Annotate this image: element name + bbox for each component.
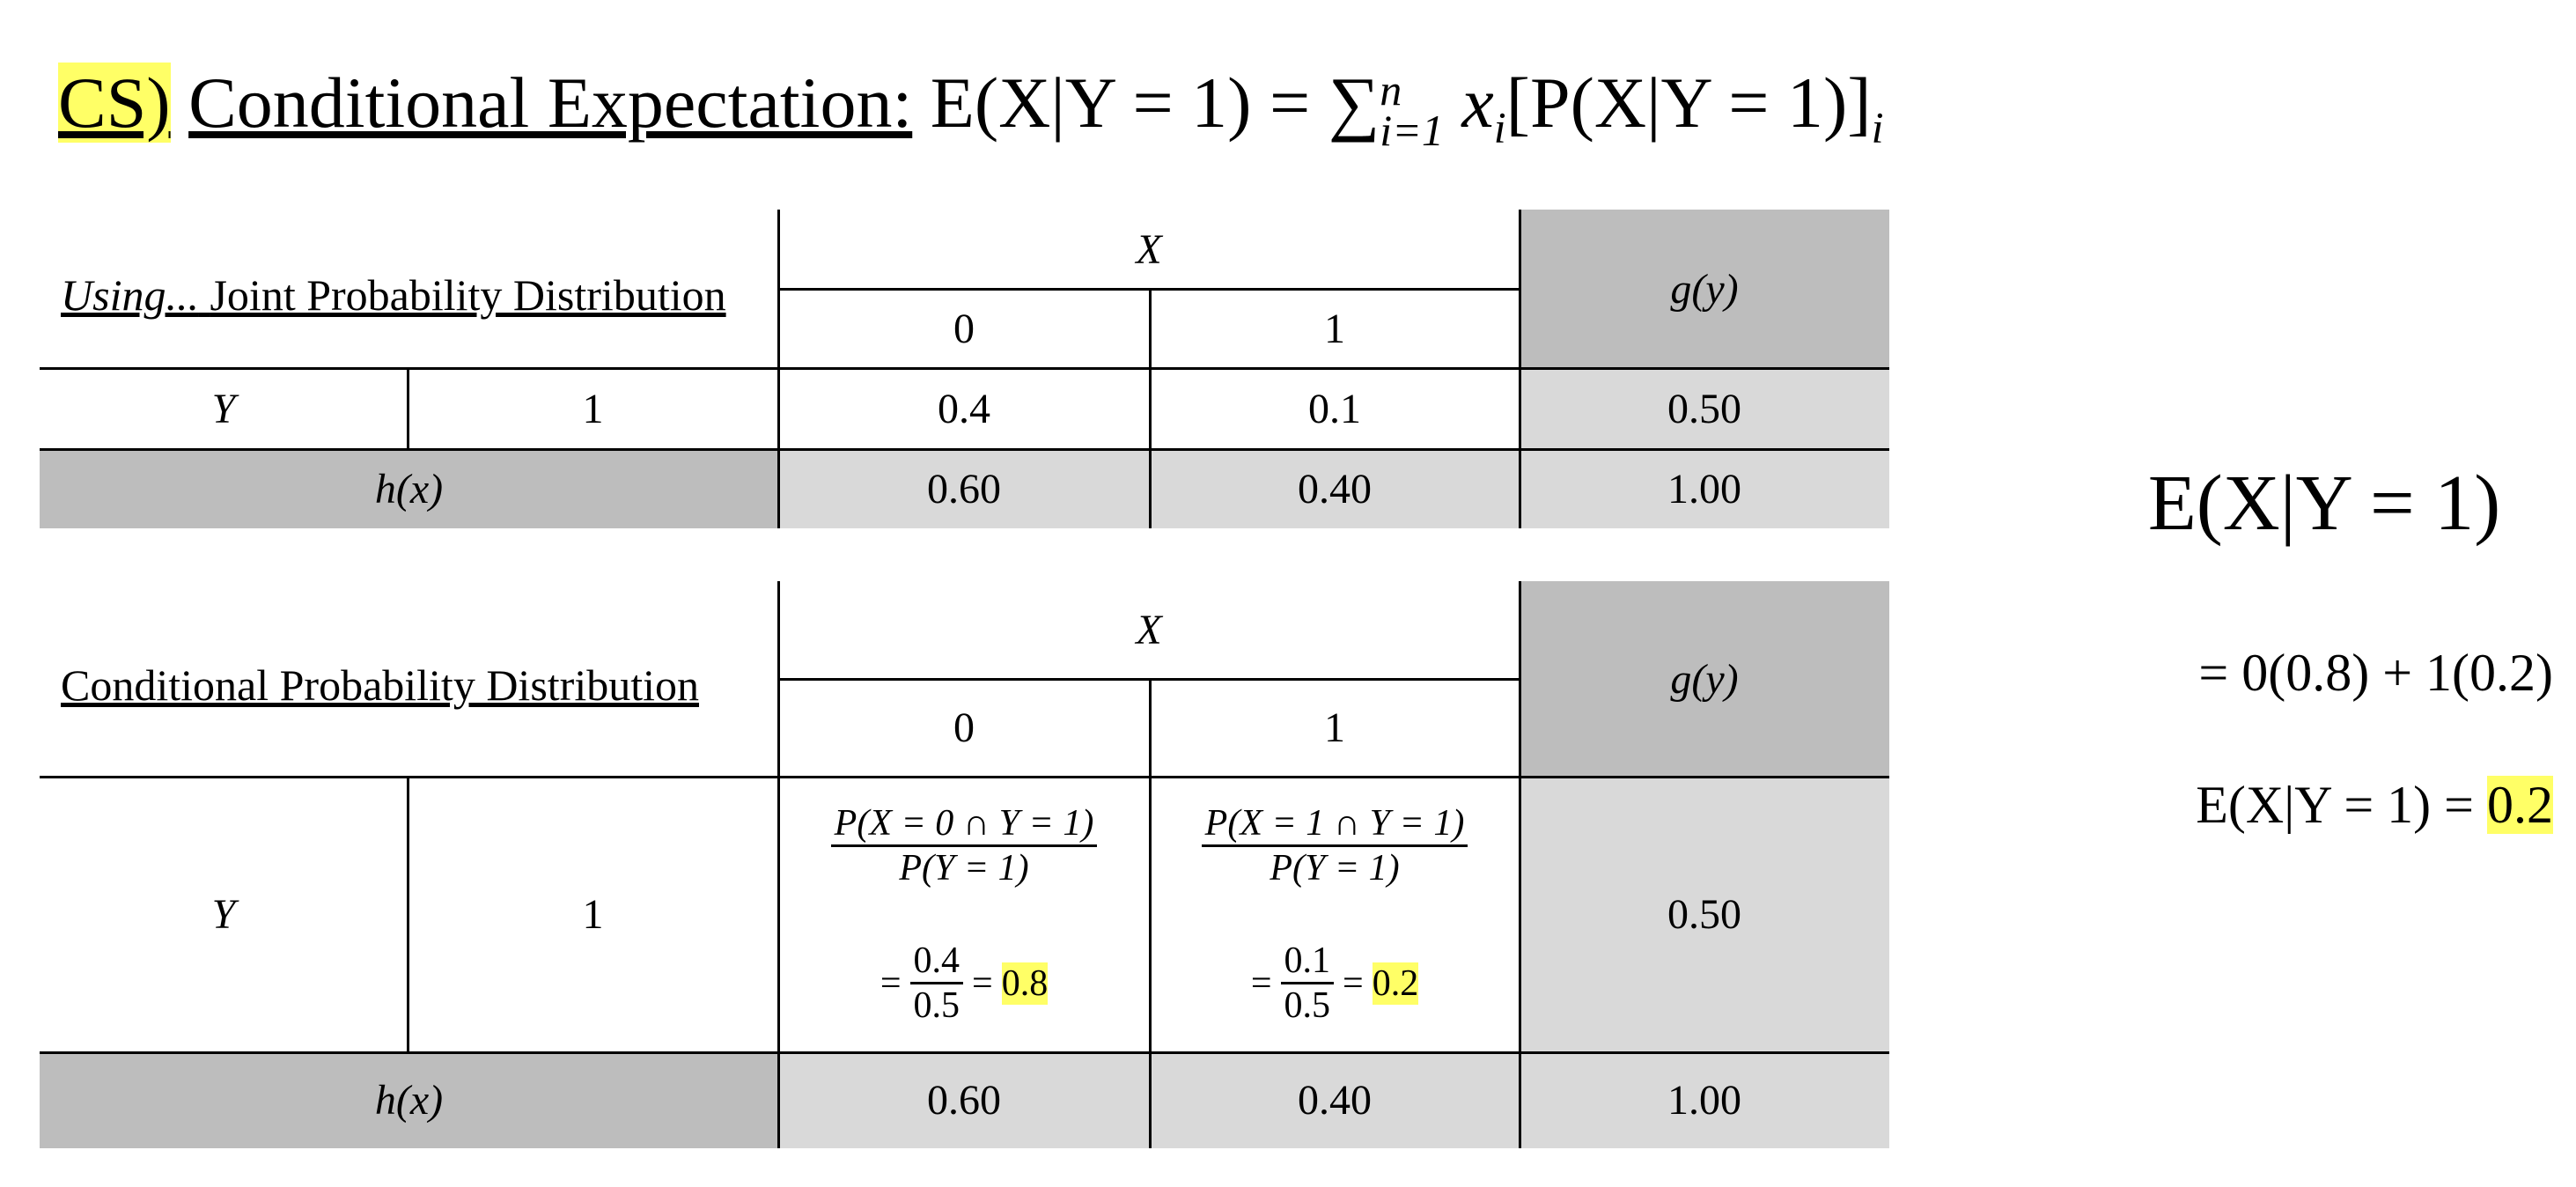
tag: CS): [58, 63, 171, 143]
fraction: 0.4 0.5: [909, 940, 963, 1027]
x-header: X: [1136, 607, 1162, 653]
h-label: h(x): [40, 449, 778, 528]
h-value: 0.60: [778, 1052, 1150, 1148]
fraction: P(X = 0 ∩ Y = 1) P(Y = 1): [830, 802, 1098, 889]
fraction: P(X = 1 ∩ Y = 1) P(Y = 1): [1201, 802, 1468, 889]
final-lhs: E(X|Y = 1) =: [2196, 776, 2487, 834]
caption-main: Conditional Probability Distribution: [61, 660, 699, 710]
numerator: P(X = 0 ∩ Y = 1): [830, 802, 1098, 847]
evaluation: = 0.1 0.5 = 0.2: [1250, 940, 1419, 1027]
sum-sign: ∑: [1328, 63, 1380, 143]
numerator: 0.4: [909, 940, 963, 985]
rule: [776, 581, 780, 1148]
caption-prefix: Using...: [61, 270, 199, 320]
probability: 0.1: [1308, 385, 1361, 432]
equals: =: [972, 962, 993, 1004]
term-sub: i: [1493, 102, 1506, 152]
conditional-cell: P(X = 1 ∩ Y = 1) P(Y = 1) = 0.1 0.5 = 0.2: [1150, 777, 1520, 1052]
x-header: X: [1136, 225, 1162, 273]
evaluation: = 0.4 0.5 = 0.8: [880, 940, 1049, 1027]
result: 0.2: [1372, 962, 1419, 1005]
caption-text: Using... Joint Probability Distribution: [61, 266, 730, 324]
equals: =: [1250, 962, 1272, 1004]
denominator: 0.5: [913, 985, 960, 1027]
total: 1.00: [1520, 449, 1889, 528]
caption-text: Conditional Probability Distribution: [61, 656, 730, 714]
rule: [40, 366, 1889, 370]
rule: [1518, 581, 1521, 1148]
caption: Using... Joint Probability Distribution: [40, 210, 778, 368]
conditional-cell: P(X = 0 ∩ Y = 1) P(Y = 1) = 0.4 0.5 = 0.8: [778, 777, 1150, 1052]
rule: [40, 447, 1889, 451]
result-heading: E(X|Y = 1): [2147, 460, 2501, 547]
g-value: 0.50: [1520, 368, 1889, 449]
x-value: 1: [1324, 704, 1345, 751]
rule: [776, 210, 780, 528]
denominator: P(Y = 1): [1270, 847, 1400, 888]
denominator: 0.5: [1284, 985, 1331, 1027]
probability: 0.4: [938, 385, 990, 432]
numerator: P(X = 1 ∩ Y = 1): [1201, 802, 1468, 847]
caption: Conditional Probability Distribution: [40, 581, 778, 777]
sum-sub: i=1: [1380, 106, 1444, 156]
title-row: CS) Conditional Expectation: E(X|Y = 1) …: [58, 62, 1883, 152]
rule: [40, 775, 1889, 778]
formula: E(X|Y = 1) = ∑ n i=1 xi[P(X|Y = 1)]i: [930, 63, 1884, 152]
h-value: 0.60: [778, 449, 1150, 528]
formula-lhs: E(X|Y = 1) =: [930, 63, 1328, 143]
result: 0.8: [1001, 962, 1049, 1005]
h-label: h(x): [40, 1052, 778, 1148]
rule: [1148, 289, 1152, 528]
sum-sup: n: [1380, 65, 1402, 115]
term: x: [1461, 63, 1494, 143]
result-final: E(X|Y = 1) = 0.2: [2095, 775, 2553, 836]
total: 1.00: [1520, 1052, 1889, 1148]
equals: =: [1343, 962, 1364, 1004]
h-value: 0.40: [1150, 449, 1520, 528]
rule: [406, 777, 409, 1052]
g-value: 0.50: [1520, 777, 1889, 1052]
g-header: g(y): [1520, 210, 1889, 368]
equals: =: [880, 962, 902, 1004]
y-value: 1: [582, 385, 604, 432]
y-label: Y: [211, 385, 236, 432]
g-header: g(y): [1520, 581, 1889, 777]
fraction: 0.1 0.5: [1280, 940, 1334, 1027]
rule: [1518, 210, 1521, 528]
rule: [406, 368, 409, 449]
y-label: Y: [211, 891, 236, 938]
rule: [1148, 679, 1152, 1148]
x-value: 0: [953, 305, 975, 352]
numerator: 0.1: [1280, 940, 1334, 985]
caption-main: Joint Probability Distribution: [210, 270, 726, 320]
bracket: [P(X|Y = 1)]: [1505, 63, 1872, 143]
result-expansion: = 0(0.8) + 1(0.2): [2198, 644, 2553, 702]
denominator: P(Y = 1): [899, 847, 1029, 888]
final-value: 0.2: [2487, 776, 2553, 834]
x-value: 0: [953, 704, 975, 751]
bracket-sub: i: [1871, 102, 1884, 152]
rule: [40, 1051, 1889, 1054]
x-value: 1: [1324, 305, 1345, 352]
y-value: 1: [582, 891, 604, 938]
title: Conditional Expectation:: [188, 63, 913, 143]
h-value: 0.40: [1150, 1052, 1520, 1148]
